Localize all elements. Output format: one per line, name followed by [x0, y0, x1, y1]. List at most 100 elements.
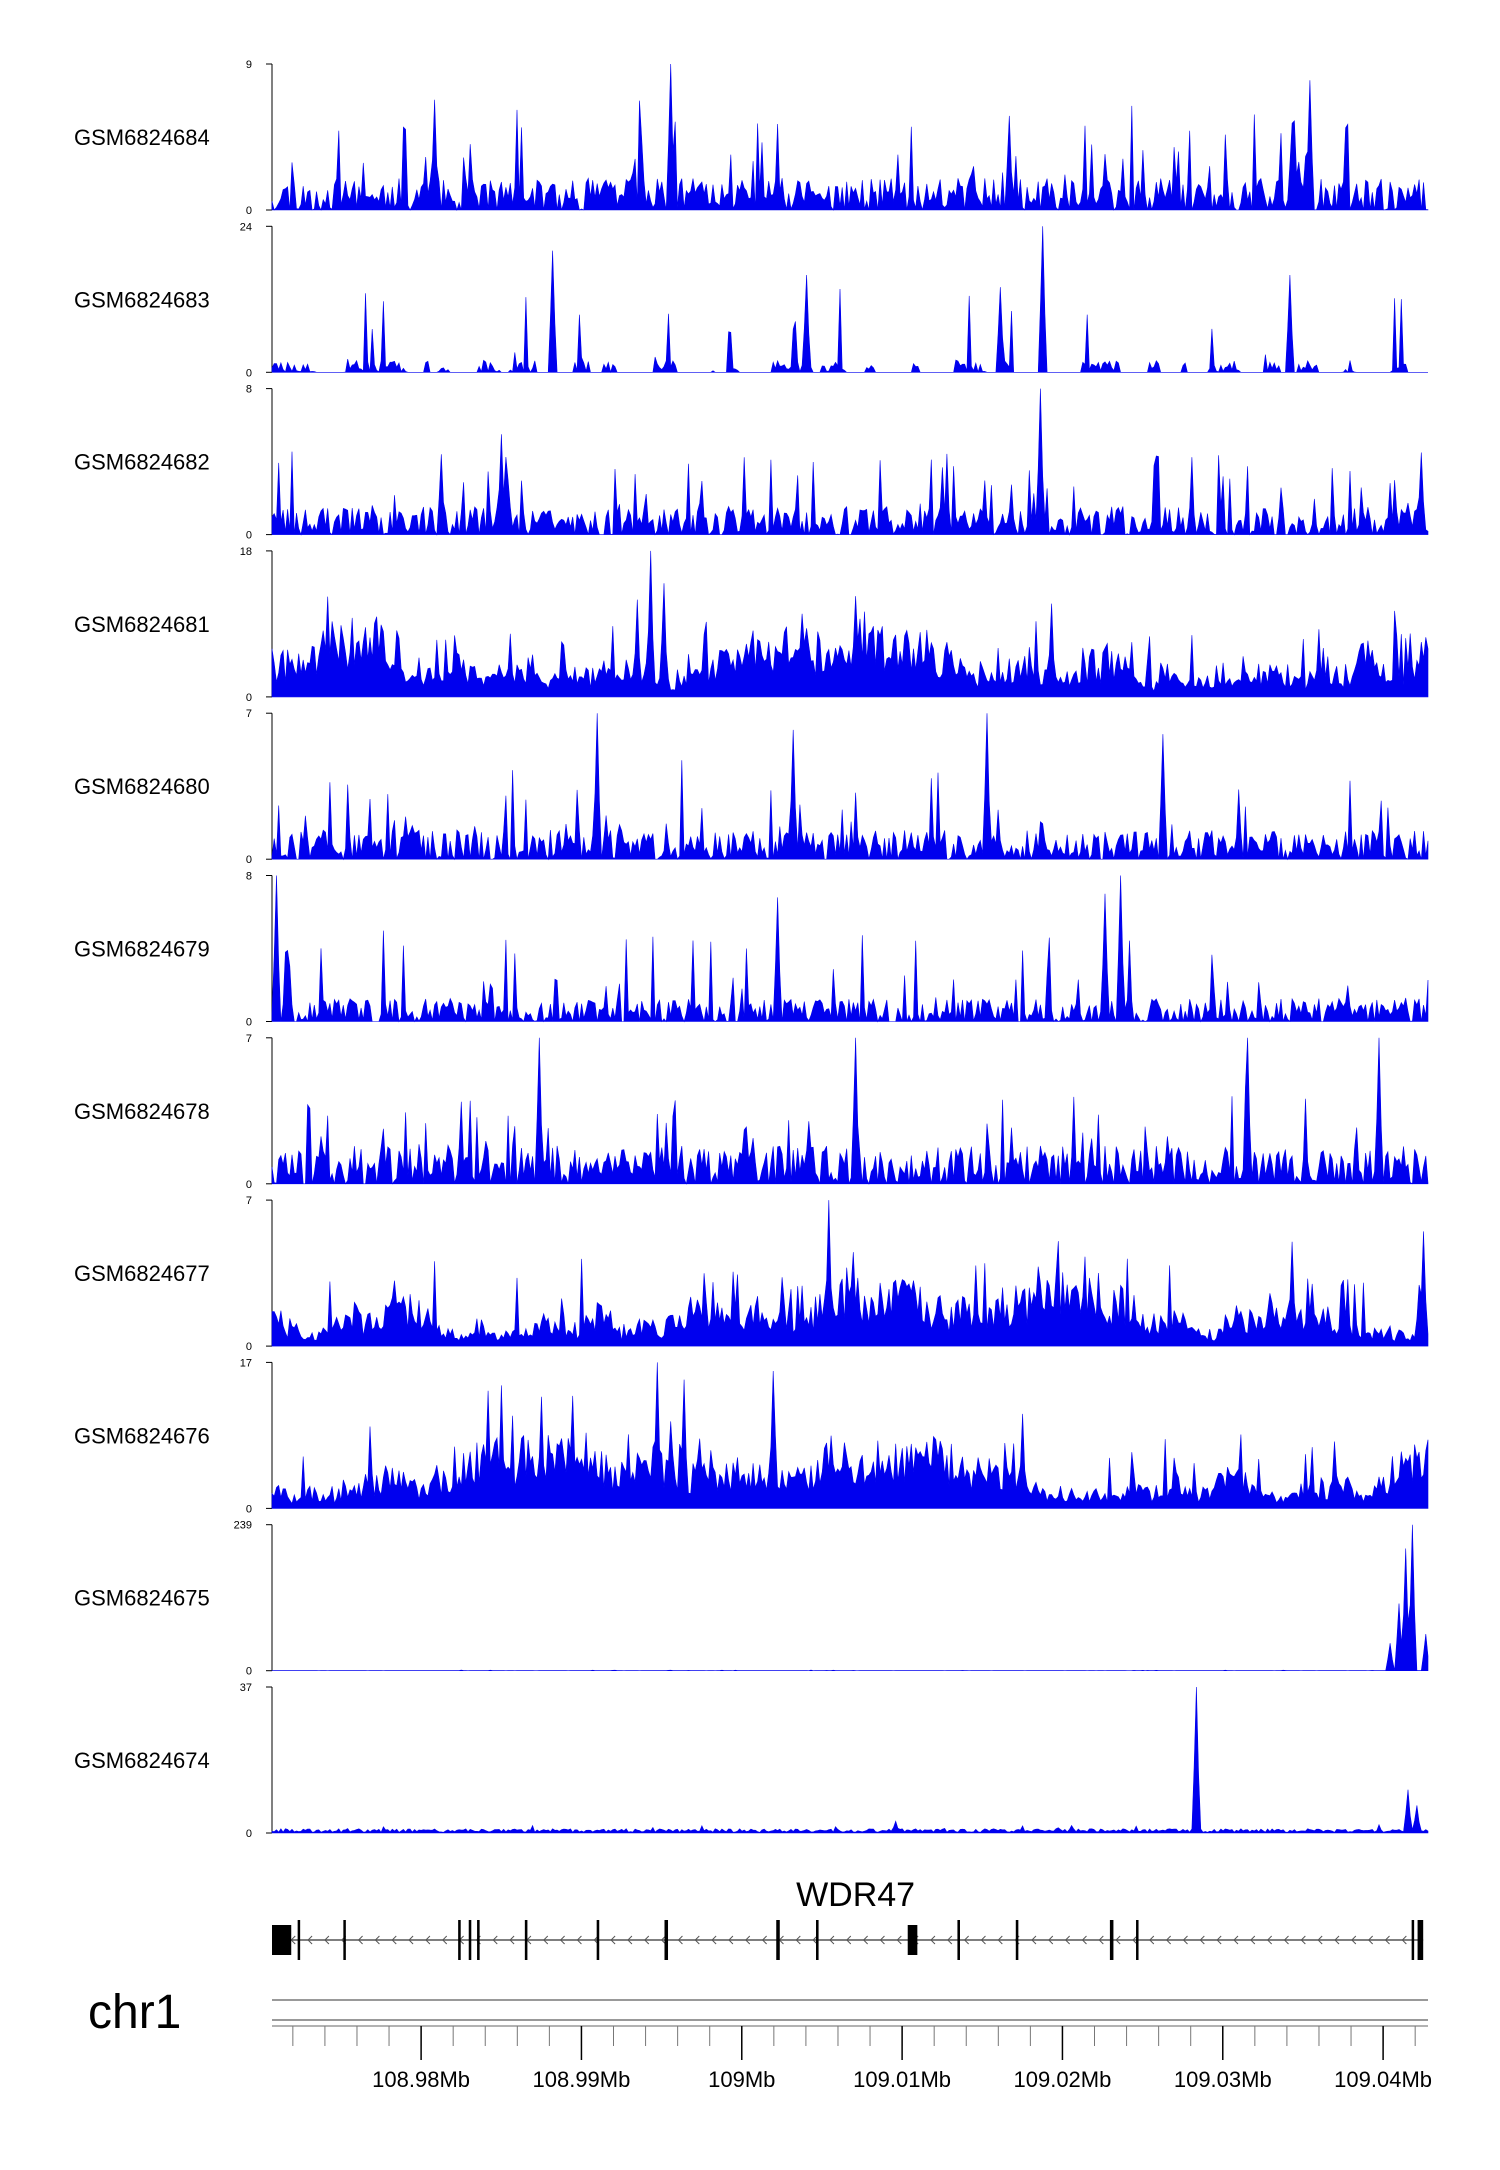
strand-arrow: [711, 1935, 717, 1945]
strand-arrow: [1367, 1935, 1374, 1945]
coverage-area: [271, 1686, 1429, 1834]
exon: [1411, 1920, 1415, 1960]
strand-arrow: [963, 1935, 969, 1945]
exon: [343, 1920, 346, 1960]
strand-arrow: [812, 1935, 818, 1945]
y-max-label: 17: [240, 1357, 252, 1369]
track-label: GSM6824683: [74, 287, 210, 312]
strand-arrow: [391, 1935, 397, 1945]
strand-arrow: [677, 1935, 683, 1945]
track-GSM6824684: GSM6824684 9 0: [74, 59, 1429, 217]
strand-arrow: [1081, 1935, 1087, 1945]
track-label: GSM6824684: [74, 125, 210, 150]
strand-arrow: [896, 1935, 902, 1945]
strand-arrow: [324, 1935, 330, 1945]
strand-arrow: [694, 1935, 700, 1945]
track-GSM6824675: GSM6824675 239 0: [74, 1520, 1429, 1678]
strand-arrow: [1250, 1935, 1256, 1945]
strand-arrow: [1351, 1935, 1357, 1945]
strand-arrow: [1334, 1935, 1340, 1945]
strand-arrow: [357, 1935, 363, 1945]
y-min-label: 0: [246, 1179, 252, 1191]
exon: [816, 1920, 819, 1960]
coverage-area: [271, 1037, 1429, 1185]
coverage-tracks: GSM682468490GSM6824683240GSM682468280GSM…: [74, 59, 1429, 1840]
strand-arrow: [997, 1935, 1003, 1945]
strand-arrow: [509, 1935, 515, 1945]
exon: [458, 1920, 461, 1960]
y-max-label: 239: [234, 1520, 252, 1532]
y-min-label: 0: [246, 692, 252, 704]
strand-arrow: [1401, 1935, 1407, 1945]
track-GSM6824676: GSM6824676 17 0: [74, 1357, 1429, 1515]
exon: [664, 1920, 669, 1960]
track-label: GSM6824675: [74, 1586, 210, 1611]
y-max-label: 18: [240, 546, 252, 558]
strand-arrow: [425, 1935, 431, 1945]
strand-arrow: [576, 1935, 582, 1945]
track-GSM6824679: GSM6824679 8 0: [74, 871, 1429, 1029]
strand-arrow: [947, 1935, 953, 1945]
axis-tick-label: 109.02Mb: [1014, 2067, 1112, 2092]
strand-arrow: [846, 1935, 852, 1945]
coverage-area: [271, 388, 1429, 536]
track-GSM6824680: GSM6824680 7 0: [74, 708, 1429, 866]
track-label: GSM6824678: [74, 1099, 210, 1124]
y-min-label: 0: [246, 1017, 252, 1029]
strand-arrow: [559, 1935, 565, 1945]
y-min-label: 0: [246, 1503, 252, 1515]
y-min-label: 0: [246, 1828, 252, 1840]
strand-arrow: [1216, 1935, 1222, 1945]
strand-arrow: [408, 1935, 414, 1945]
strand-arrow: [745, 1935, 751, 1945]
chromosome-ideogram: chr1: [88, 1986, 1428, 2039]
strand-arrow: [1182, 1935, 1188, 1945]
exon: [596, 1920, 600, 1960]
exon: [524, 1920, 528, 1960]
strand-arrow: [728, 1935, 734, 1945]
strand-arrow: [879, 1935, 885, 1945]
track-label: GSM6824680: [74, 774, 210, 799]
exon: [907, 1925, 918, 1955]
coverage-area: [271, 550, 1429, 698]
axis-tick-label: 108.99Mb: [533, 2067, 631, 2092]
strand-arrow: [1384, 1935, 1390, 1945]
y-max-label: 9: [246, 59, 252, 71]
y-max-label: 8: [246, 384, 252, 396]
strand-arrow: [1317, 1935, 1323, 1945]
y-min-label: 0: [246, 1666, 252, 1678]
strand-arrow: [492, 1935, 498, 1945]
strand-arrow: [795, 1935, 801, 1945]
exon: [272, 1925, 292, 1955]
track-GSM6824681: GSM6824681 18 0: [74, 546, 1429, 704]
axis-tick-label: 109.03Mb: [1174, 2067, 1272, 2092]
exon: [1417, 1920, 1424, 1960]
track-label: GSM6824679: [74, 937, 210, 962]
track-label: GSM6824682: [74, 450, 210, 475]
coverage-area: [271, 226, 1428, 374]
axis-tick-label: 109Mb: [708, 2067, 775, 2092]
y-min-label: 0: [246, 367, 252, 379]
strand-arrow: [1031, 1935, 1037, 1945]
exon: [1015, 1920, 1019, 1960]
y-max-label: 24: [240, 221, 252, 233]
strand-arrow: [1283, 1935, 1289, 1945]
exon: [1109, 1920, 1114, 1960]
strand-arrow: [543, 1935, 549, 1945]
genomic-axis: 108.98Mb 108.99Mb 109Mb 109.01Mb 109.02Mb 109…: [272, 2025, 1432, 2092]
y-max-label: 7: [246, 1033, 252, 1045]
strand-arrow: [442, 1935, 448, 1945]
strand-arrow: [1064, 1935, 1071, 1945]
strand-arrow: [1266, 1935, 1273, 1945]
strand-arrow: [1199, 1935, 1205, 1945]
gene-track: WDR47: [272, 1876, 1424, 1960]
strand-arrow: [980, 1935, 986, 1945]
coverage-area: [271, 1200, 1429, 1347]
track-GSM6824682: GSM6824682 8 0: [74, 384, 1429, 542]
strand-arrow: [1048, 1935, 1054, 1945]
track-label: GSM6824677: [74, 1261, 210, 1286]
strand-arrow: [374, 1935, 380, 1945]
chromosome-label: chr1: [88, 1986, 181, 2039]
axis-tick-label: 109.01Mb: [853, 2067, 951, 2092]
